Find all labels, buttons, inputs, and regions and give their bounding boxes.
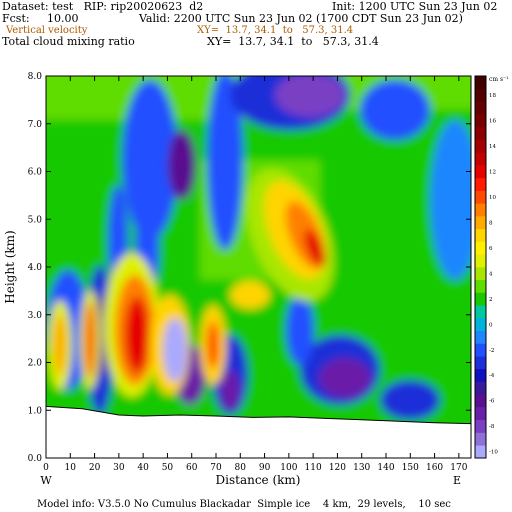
colorbar-swatch (475, 190, 486, 204)
colorbar-units: cm s⁻¹ (489, 76, 509, 83)
x-tick-label: 120 (329, 463, 346, 473)
east-label: E (453, 474, 461, 487)
x-tick-label: 160 (426, 463, 443, 473)
colorbar-frame (474, 75, 487, 459)
terrain-mask (46, 406, 471, 458)
colorbar-swatch (475, 343, 486, 357)
valid-line: Valid: 2200 UTC Sun 23 Jun 02 (1700 CDT … (139, 12, 463, 25)
y-tick-label: 2.0 (28, 359, 43, 369)
x-tick-label: 70 (210, 463, 222, 473)
terrain-line (45, 405, 472, 425)
colorbar-swatch (475, 279, 486, 293)
colorbar-label: 6 (489, 246, 493, 252)
y-tick-label: 4.0 (28, 263, 43, 273)
colorbar-swatch (475, 419, 486, 433)
west-label: W (40, 474, 52, 487)
field1-label: Vertical velocity (6, 25, 88, 36)
colorbar-swatch (475, 88, 486, 102)
colorbar-label: 18 (489, 93, 496, 99)
init-line: Init: 1200 UTC Sun 23 Jun 02 (332, 0, 498, 13)
y-tick-label: 0.0 (28, 454, 43, 464)
x-tick-label: 40 (137, 463, 149, 473)
colorbar-label: 16 (489, 119, 496, 125)
y-tick-label: 6.0 (28, 168, 43, 178)
colorbar-label: -6 (489, 399, 495, 405)
x-tick-label: 110 (305, 463, 322, 473)
colorbar-swatch (475, 305, 486, 319)
colorbar-swatch (475, 76, 486, 90)
colorbar-swatch (475, 368, 486, 382)
colorbar-swatch (475, 407, 486, 421)
y-tick-label: 5.0 (28, 215, 43, 225)
colorbar-swatch (475, 241, 486, 255)
colorbar-label: -2 (489, 348, 494, 354)
y-axis-label: Height (km) (3, 230, 17, 303)
colorbar-swatch (475, 216, 486, 230)
colorbar-swatch (475, 267, 486, 281)
colorbar-swatch (475, 330, 486, 344)
x-tick-label: 60 (186, 463, 198, 473)
colorbar-swatch (475, 165, 486, 179)
velocity-field (46, 76, 471, 458)
y-tick-label: 3.0 (28, 311, 43, 321)
y-tick-label: 1.0 (28, 406, 43, 416)
x-tick-label: 170 (450, 463, 467, 473)
colorbar-swatch (475, 101, 486, 115)
colorbar-label: 12 (489, 170, 496, 176)
colorbar-label: -8 (489, 424, 495, 430)
x-tick-label: 0 (43, 463, 49, 473)
y-tick-label: 7.0 (28, 120, 43, 130)
x-tick-label: 10 (65, 463, 77, 473)
colorbar-swatch (475, 394, 486, 408)
field2-xy: XY= 13.7, 34.1 to 57.3, 31.4 (207, 35, 379, 48)
field1-xy: XY= 13.7, 34.1 to 57.3, 31.4 (197, 25, 354, 36)
colorbar: 18 16 14 12 10 8 6 4 2 0 -2 -4 -6 -8 -10 (474, 75, 498, 459)
forecast-line: Fcst: 10.00 (2, 12, 79, 25)
y-axis-ticks: 0.0 1.0 2.0 3.0 4.0 5.0 6.0 7.0 8.0 (28, 72, 471, 464)
colorbar-swatch (475, 317, 486, 331)
colorbar-swatch (475, 432, 486, 446)
x-tick-label: 20 (89, 463, 101, 473)
colorbar-label: 8 (489, 220, 493, 226)
colorbar-swatch (475, 139, 486, 153)
colorbar-swatch (475, 381, 486, 395)
x-tick-label: 80 (235, 463, 247, 473)
colorbar-swatch (475, 292, 486, 306)
colorbar-swatch (475, 177, 486, 191)
colorbar-label: 0 (489, 322, 493, 328)
colorbar-swatch (475, 254, 486, 268)
colorbar-swatch (475, 203, 486, 217)
x-tick-label: 90 (259, 463, 271, 473)
y-tick-label: 8.0 (28, 72, 43, 82)
colorbar-label: 10 (489, 195, 496, 201)
colorbar-label: 2 (489, 297, 493, 303)
colorbar-label: 14 (489, 144, 496, 150)
colorbar-label: -10 (489, 450, 498, 456)
colorbar-swatch (475, 356, 486, 370)
x-tick-label: 140 (377, 463, 394, 473)
dataset-line: Dataset: test RIP: rip20020623 d2 (2, 0, 204, 13)
colorbar-label: 4 (489, 271, 493, 277)
colorbar-swatch (475, 228, 486, 242)
field2-label: Total cloud mixing ratio (2, 35, 135, 48)
model-info: Model info: V3.5.0 No Cumulus Blackadar … (37, 499, 451, 510)
colorbar-label: -4 (489, 373, 495, 379)
x-axis-ticks: 0 10 20 30 40 50 60 70 80 90 100 110 120 130 140 150 160… (43, 76, 468, 473)
colorbar-swatch (475, 152, 486, 166)
colorbar-swatch (475, 126, 486, 140)
x-tick-label: 50 (162, 463, 174, 473)
colorbar-swatch (475, 114, 486, 128)
x-tick-label: 130 (353, 463, 370, 473)
x-tick-label: 30 (113, 463, 125, 473)
x-tick-label: 100 (280, 463, 297, 473)
x-tick-label: 150 (402, 463, 419, 473)
colorbar-swatch (475, 445, 486, 459)
x-axis-label: Distance (km) (216, 473, 301, 487)
